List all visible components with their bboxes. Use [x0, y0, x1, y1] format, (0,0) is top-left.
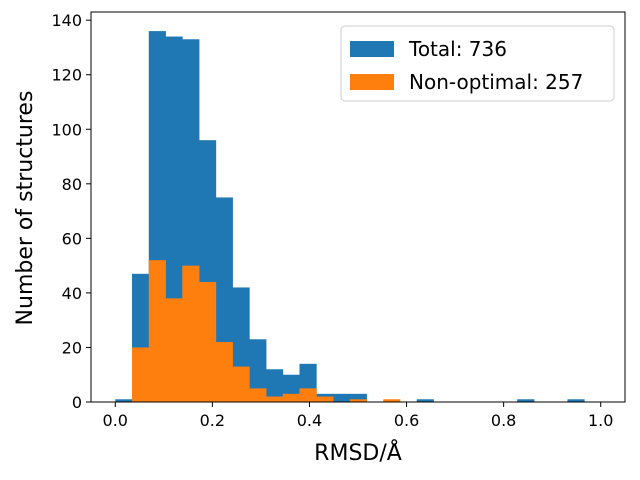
series-0-bar — [349, 393, 367, 402]
series-0-bar — [567, 399, 585, 402]
y-tick-label: 40 — [62, 284, 82, 303]
axes-layer: 0.0 0.2 0.4 0.6 0.8 1.0 0 20 40 60 80 100 120 140 — [51, 11, 626, 430]
plot-frame — [90, 11, 626, 403]
x-tick-label: 0.8 — [491, 411, 516, 430]
legend-swatch-1 — [350, 74, 394, 90]
series-1-bar — [299, 388, 317, 402]
series-0-bar — [115, 399, 133, 402]
y-tick-label: 20 — [62, 338, 82, 357]
x-tick-label: 1.0 — [588, 411, 613, 430]
series-0-bar — [249, 339, 267, 402]
series-1-bar — [199, 282, 217, 402]
y-tick-label: 140 — [51, 11, 82, 30]
x-tick-label: 0.2 — [200, 411, 225, 430]
series-1-bar — [232, 366, 250, 402]
series-1-bar — [349, 399, 367, 402]
series-0-bar — [517, 399, 535, 402]
legend-swatch-0 — [350, 41, 394, 57]
series-1-bar — [148, 260, 166, 402]
series-0-bar — [333, 393, 351, 402]
series-1-bar — [316, 396, 334, 402]
y-axis-title: Number of structures — [13, 91, 38, 326]
y-tick-label: 100 — [51, 120, 82, 139]
series-0-bar — [266, 369, 284, 402]
legend: Total: 736 Non-optimal: 257 — [340, 25, 615, 102]
y-tick-label: 60 — [62, 229, 82, 248]
x-tick-label: 0.6 — [394, 411, 419, 430]
series-1-bar — [266, 396, 284, 402]
legend-label-0: Total: 736 — [408, 37, 507, 61]
series-1-bar — [282, 393, 300, 402]
x-tick-label: 0.4 — [297, 411, 322, 430]
series-1-bar — [215, 342, 233, 402]
series-1-bar — [383, 399, 401, 402]
y-tick-label: 0 — [72, 393, 82, 412]
x-tick-label: 0.0 — [103, 411, 128, 430]
legend-label-1: Non-optimal: 257 — [409, 70, 583, 94]
bars-layer — [115, 31, 585, 403]
series-1-bar — [165, 298, 183, 402]
y-tick-label: 80 — [62, 175, 82, 194]
legend-frame — [340, 25, 615, 102]
series-1 — [132, 260, 401, 402]
series-1-bar — [132, 347, 150, 402]
series-0-bar — [416, 399, 434, 402]
series-1-bar — [182, 265, 200, 402]
x-axis-title: RMSD/Å — [314, 439, 402, 466]
series-1-bar — [249, 388, 267, 402]
y-tick-label: 120 — [51, 66, 82, 85]
